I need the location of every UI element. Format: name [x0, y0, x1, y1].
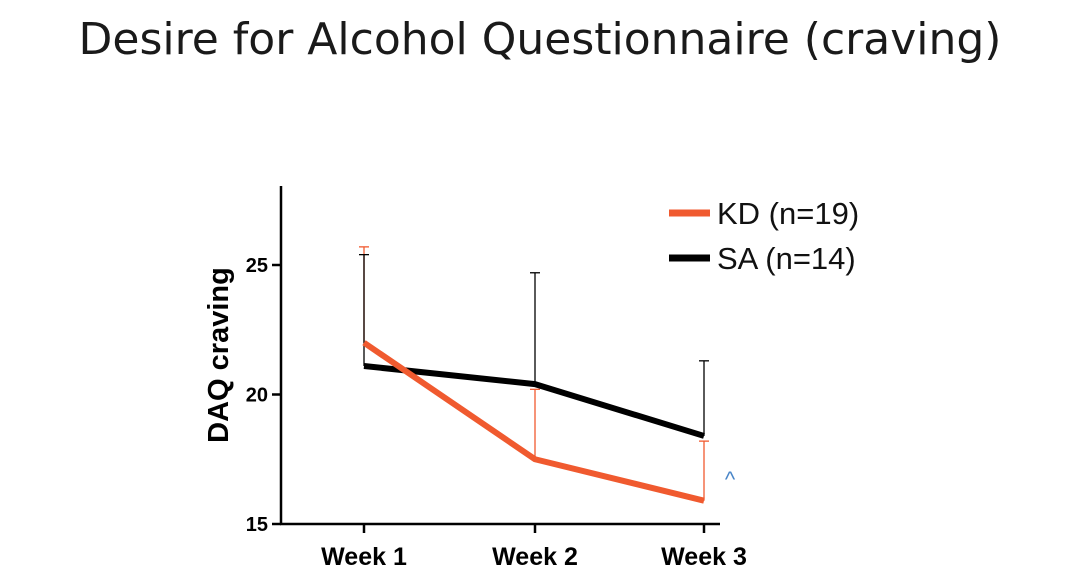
- x-tick-label: Week 2: [492, 543, 578, 571]
- slide-title: Desire for Alcohol Questionnaire (cravin…: [78, 14, 1002, 65]
- legend-label-kd: KD (n=19): [717, 196, 859, 231]
- series-line-sa: [363, 363, 705, 439]
- y-axis-label: DAQ craving: [203, 267, 235, 443]
- y-tick-label: 20: [246, 385, 268, 407]
- series-line-kd: [362, 340, 705, 504]
- legend-label-sa: SA (n=14): [717, 241, 856, 276]
- y-tick-label: 15: [246, 514, 268, 536]
- x-tick-label: Week 3: [661, 543, 747, 571]
- y-tick-label: 25: [246, 255, 268, 277]
- significance-caret: ^: [725, 467, 736, 492]
- x-tick-label: Week 1: [321, 543, 407, 571]
